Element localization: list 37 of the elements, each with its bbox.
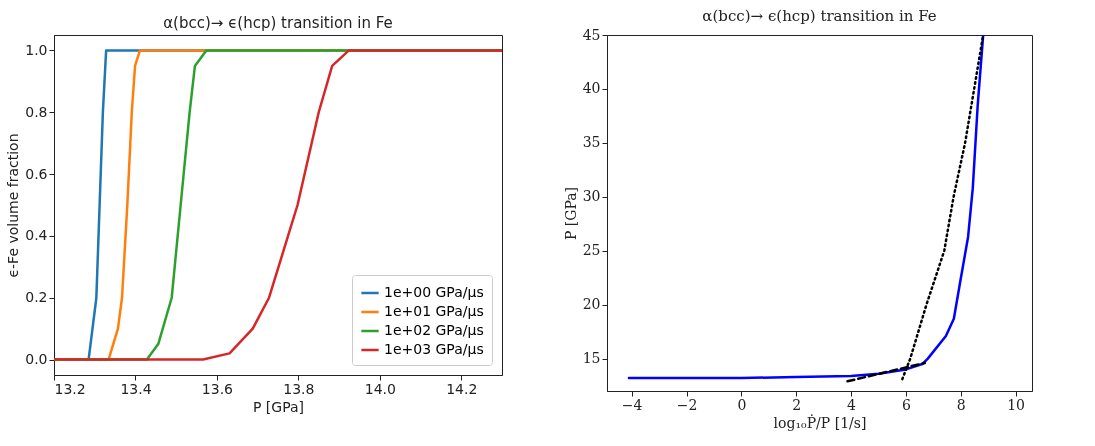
- legend-label: 1e+03 GPa/μs: [384, 341, 484, 357]
- x-tick-label: 13.6: [201, 380, 234, 397]
- legend-label: 1e+01 GPa/μs: [384, 303, 484, 319]
- chart-title: α(bcc)→ ϵ(hcp) transition in Fe: [163, 14, 393, 32]
- x-axis-title: log₁₀Ṗ/P [1/s]: [773, 413, 867, 431]
- x-tick-label: 13.2: [54, 380, 86, 397]
- x-tick-label: 0: [737, 396, 747, 413]
- y-axis-title: ϵ-Fe volume fraction: [5, 133, 22, 278]
- x-tick-label: 2: [792, 396, 802, 413]
- legend-label: 1e+00 GPa/μs: [384, 284, 484, 300]
- y-tick-label: 0.8: [25, 103, 48, 120]
- y-tick-label: 35: [582, 134, 601, 151]
- x-tick-label: −2: [676, 396, 698, 413]
- y-tick-label: 25: [582, 242, 601, 259]
- chart-title: α(bcc)→ ϵ(hcp) transition in Fe: [702, 7, 937, 25]
- x-axis-title: P [GPa]: [252, 398, 305, 415]
- x-tick-label: 13.4: [120, 380, 152, 397]
- x-tick-label: 14.2: [446, 380, 478, 397]
- y-tick-label: 1.0: [25, 41, 48, 58]
- x-tick-label: 8: [956, 396, 966, 413]
- y-tick-label: 0.0: [25, 351, 48, 368]
- y-tick-label: 40: [582, 80, 601, 97]
- y-tick-label: 20: [582, 296, 601, 313]
- y-tick-label: 45: [582, 26, 601, 43]
- y-axis-title: P [GPa]: [562, 186, 579, 241]
- x-tick-label: 13.8: [283, 380, 315, 397]
- x-tick-label: −4: [621, 396, 643, 413]
- legend-label: 1e+02 GPa/μs: [384, 322, 484, 338]
- x-tick-label: 10: [1007, 396, 1025, 413]
- y-tick-label: 30: [582, 188, 601, 205]
- y-tick-label: 15: [582, 350, 601, 367]
- x-tick-label: 14.0: [364, 380, 396, 397]
- y-tick-label: 0.4: [25, 227, 48, 244]
- x-tick-label: 4: [847, 396, 857, 413]
- y-tick-label: 0.6: [25, 165, 48, 182]
- y-tick-label: 0.2: [25, 289, 48, 306]
- x-tick-label: 6: [901, 396, 911, 413]
